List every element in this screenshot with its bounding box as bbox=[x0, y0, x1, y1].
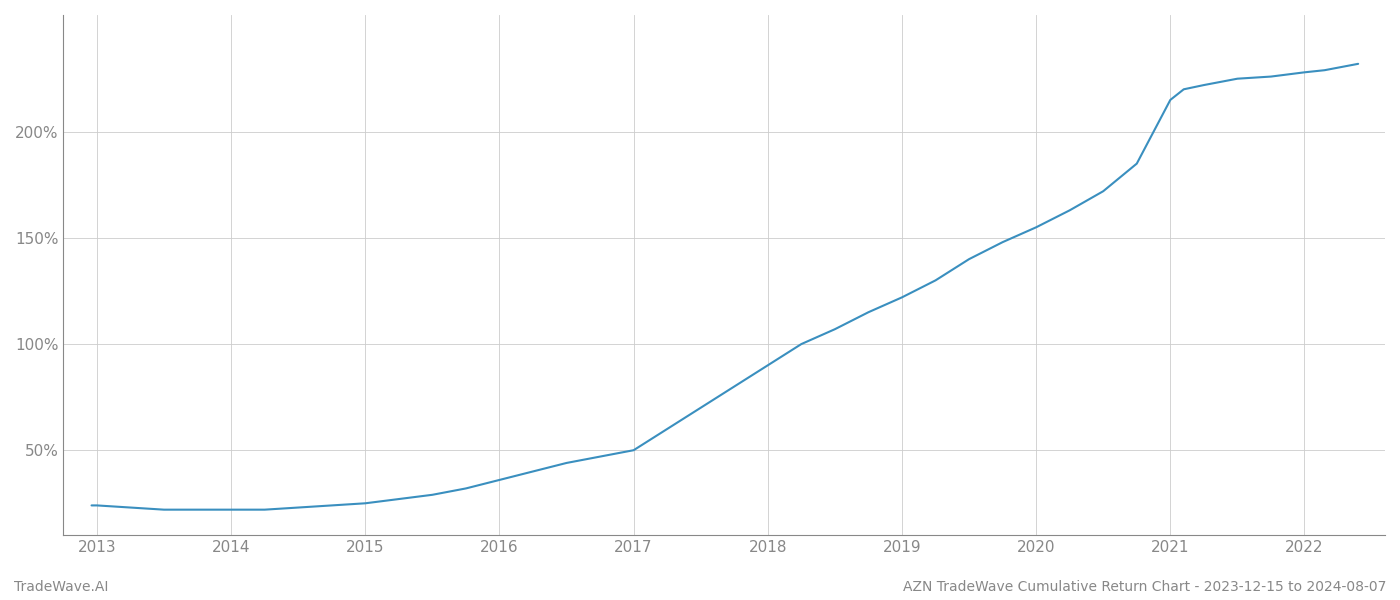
Text: AZN TradeWave Cumulative Return Chart - 2023-12-15 to 2024-08-07: AZN TradeWave Cumulative Return Chart - … bbox=[903, 580, 1386, 594]
Text: TradeWave.AI: TradeWave.AI bbox=[14, 580, 108, 594]
